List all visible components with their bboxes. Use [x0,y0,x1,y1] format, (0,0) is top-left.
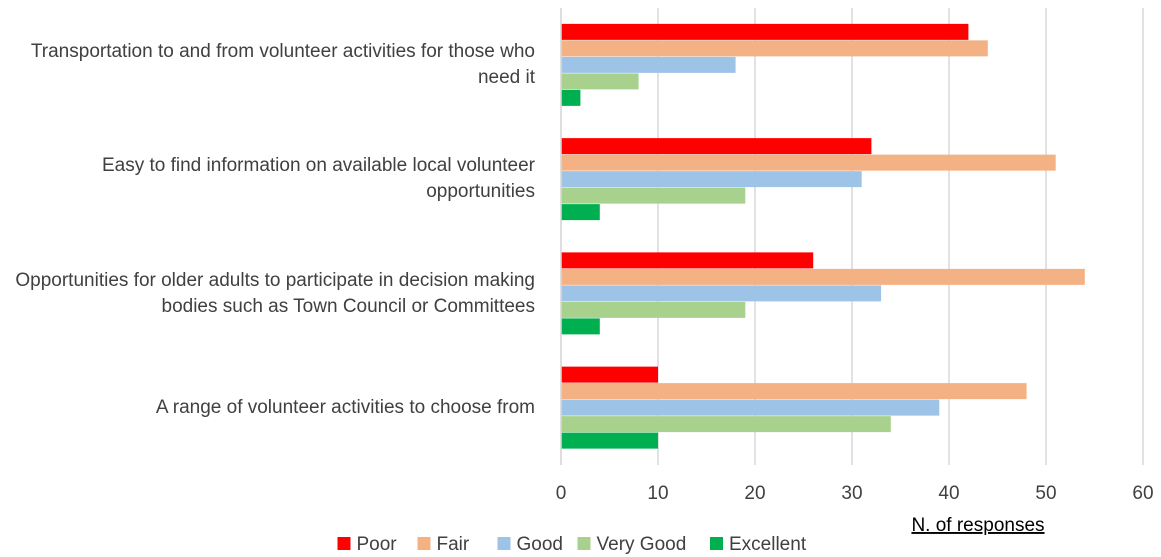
bar [561,432,658,449]
legend-label: Poor [357,534,398,555]
bar [561,318,600,335]
bar [561,399,940,416]
y-tick-label: Opportunities for older adults to partic… [15,269,535,317]
legend-label: Very Good [597,534,687,555]
x-axis-title: N. of responses [911,515,1044,536]
bar [561,138,872,155]
bar [561,73,639,90]
bar [561,56,736,73]
x-tick-label: 30 [841,483,862,504]
legend-label: Excellent [729,534,807,555]
bar [561,416,891,433]
y-tick-label: A range of volunteer activities to choos… [155,396,535,418]
x-tick-label: 40 [938,483,959,504]
legend-swatch [577,537,591,550]
bar [561,89,581,106]
legend-label: Fair [437,534,470,555]
legend-swatch [497,537,511,550]
x-tick-label: 60 [1132,483,1153,504]
legend-swatch [337,537,351,550]
bar [561,171,862,188]
bar [561,301,746,318]
bar [561,252,814,269]
bar [561,40,988,57]
legend-swatch [417,537,431,550]
y-tick-label: Easy to find information on available lo… [101,155,535,203]
bar [561,187,746,204]
x-tick-label: 0 [556,483,567,504]
bar [561,366,658,383]
x-tick-label: 10 [647,483,668,504]
legend-swatch [710,537,723,550]
bar [561,154,1056,171]
bar [561,23,969,40]
x-tick-label: 50 [1035,483,1056,504]
x-tick-label: 20 [744,483,765,504]
bar [561,285,882,302]
legend-label: Good [517,534,563,555]
bar [561,268,1085,285]
bar [561,204,600,221]
y-tick-label: Transportation to and from volunteer act… [30,41,535,89]
bar [561,383,1027,400]
